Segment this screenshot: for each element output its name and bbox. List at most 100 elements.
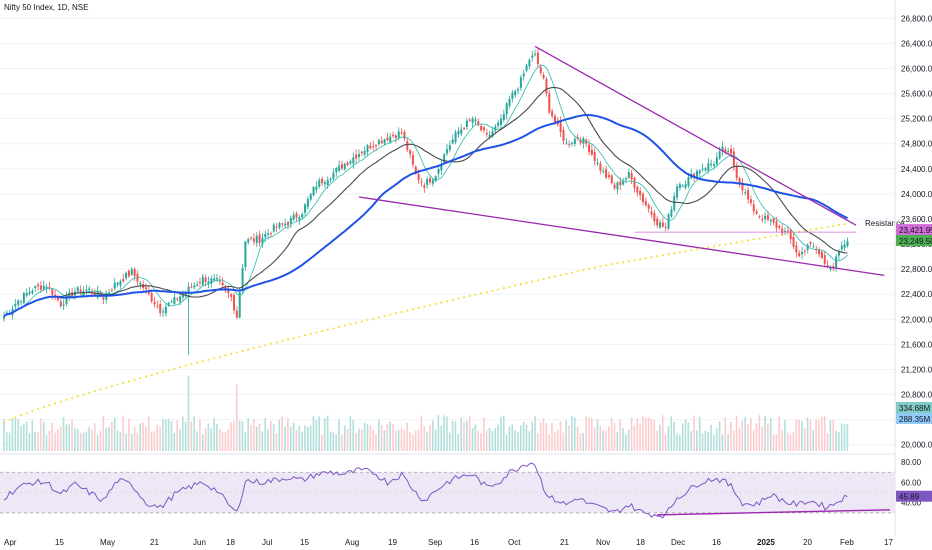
candle-body xyxy=(91,291,94,293)
volume-bar xyxy=(588,417,590,451)
candle-body xyxy=(366,145,369,152)
candle-body xyxy=(559,121,562,133)
candle-body xyxy=(414,166,417,175)
volume-bar xyxy=(250,424,252,451)
volume-bar xyxy=(301,431,303,451)
sma-200-dot xyxy=(281,339,284,343)
sma-200-dot xyxy=(275,341,278,344)
volume-bar xyxy=(275,433,278,451)
sma-200-dot xyxy=(616,262,619,265)
candle-body xyxy=(403,132,406,139)
volume-bar xyxy=(355,433,357,451)
volume-bar xyxy=(170,421,173,451)
candle-body xyxy=(3,316,5,319)
volume-tag-1-bg xyxy=(896,402,932,413)
candle-body xyxy=(801,251,804,255)
candle-body xyxy=(326,180,329,185)
volume-bar xyxy=(230,422,232,451)
candle-body xyxy=(775,221,778,228)
candle-body xyxy=(312,187,315,196)
candle-body xyxy=(20,301,23,303)
volume-bar xyxy=(457,433,460,451)
volume-bar xyxy=(576,426,579,451)
sma-200-dot xyxy=(497,288,500,291)
volume-bar xyxy=(750,418,752,451)
volume-bar xyxy=(162,418,164,451)
sma-200-dot xyxy=(264,344,267,347)
candle-body xyxy=(284,223,287,226)
candle-body xyxy=(360,151,363,154)
sma-200-dot xyxy=(167,369,170,372)
volume-bar xyxy=(363,422,366,451)
last-price-tag-bg xyxy=(896,234,932,246)
volume-bar xyxy=(292,422,295,451)
candle-body xyxy=(372,146,375,148)
volume-bar xyxy=(244,432,247,451)
candle-body xyxy=(571,142,573,144)
volume-bar xyxy=(767,423,769,451)
x-tick-label: Nov xyxy=(596,538,610,547)
candle-body xyxy=(145,287,147,290)
volume-bar xyxy=(747,424,749,451)
candle-body xyxy=(488,134,491,138)
candle-body xyxy=(465,120,468,127)
volume-bar xyxy=(710,424,712,451)
volume-bar xyxy=(446,416,448,451)
volume-bar xyxy=(128,418,130,451)
candle-body xyxy=(684,184,687,188)
volume-bar xyxy=(74,427,76,451)
candle-body xyxy=(784,230,786,233)
volume-bar xyxy=(253,419,255,451)
candle-body xyxy=(593,152,596,162)
volume-bar xyxy=(412,434,414,451)
candle-body xyxy=(116,282,119,285)
x-tick-label: 18 xyxy=(636,538,645,547)
volume-tag-2-bg xyxy=(896,413,932,424)
candle-body xyxy=(454,132,457,142)
candle-body xyxy=(125,272,128,279)
volume-bar xyxy=(417,429,420,451)
candle-body xyxy=(727,150,730,153)
sma-200-dot xyxy=(610,263,613,266)
candle-body xyxy=(127,270,130,277)
sma-200-dot xyxy=(661,254,664,257)
candle-body xyxy=(656,218,659,226)
resistance-price-tag: 23,421.95 xyxy=(899,226,932,235)
sma-200-dot xyxy=(286,338,290,341)
sma-200-dot xyxy=(230,352,233,355)
sma-200-dot xyxy=(820,226,824,229)
sma-200-dot xyxy=(110,385,114,388)
candle-body xyxy=(480,125,483,131)
volume-bar xyxy=(304,425,306,451)
candle-body xyxy=(238,292,241,318)
volume-bar xyxy=(596,419,599,451)
candle-body xyxy=(832,266,835,268)
volume-bar xyxy=(196,431,198,451)
volume-bar xyxy=(429,425,431,451)
candle-body xyxy=(108,292,111,294)
candle-body xyxy=(735,166,738,179)
volume-bar xyxy=(119,432,122,451)
volume-bar xyxy=(289,426,292,451)
sma-200-dot xyxy=(673,252,676,255)
sma-200-dot xyxy=(752,238,755,241)
volume-bar xyxy=(559,421,562,451)
candle-body xyxy=(355,154,358,159)
volume-bar xyxy=(150,431,153,451)
candle-body xyxy=(130,269,133,275)
sma-200-dot xyxy=(116,383,119,386)
volume-bar xyxy=(187,375,190,451)
volume-bar xyxy=(772,434,775,451)
volume-bar xyxy=(434,429,437,451)
sma-200-dot xyxy=(372,317,375,320)
candle-body xyxy=(272,224,275,232)
candle-body xyxy=(491,131,494,137)
volume-bar xyxy=(335,434,337,451)
sma-200-dot xyxy=(519,283,522,286)
candle-body xyxy=(210,278,213,284)
candle-body xyxy=(62,304,65,306)
candle-body xyxy=(653,212,656,222)
chart-title: Nifty 50 Index, 1D, NSE xyxy=(4,3,88,12)
sma-200-dot xyxy=(417,306,420,309)
